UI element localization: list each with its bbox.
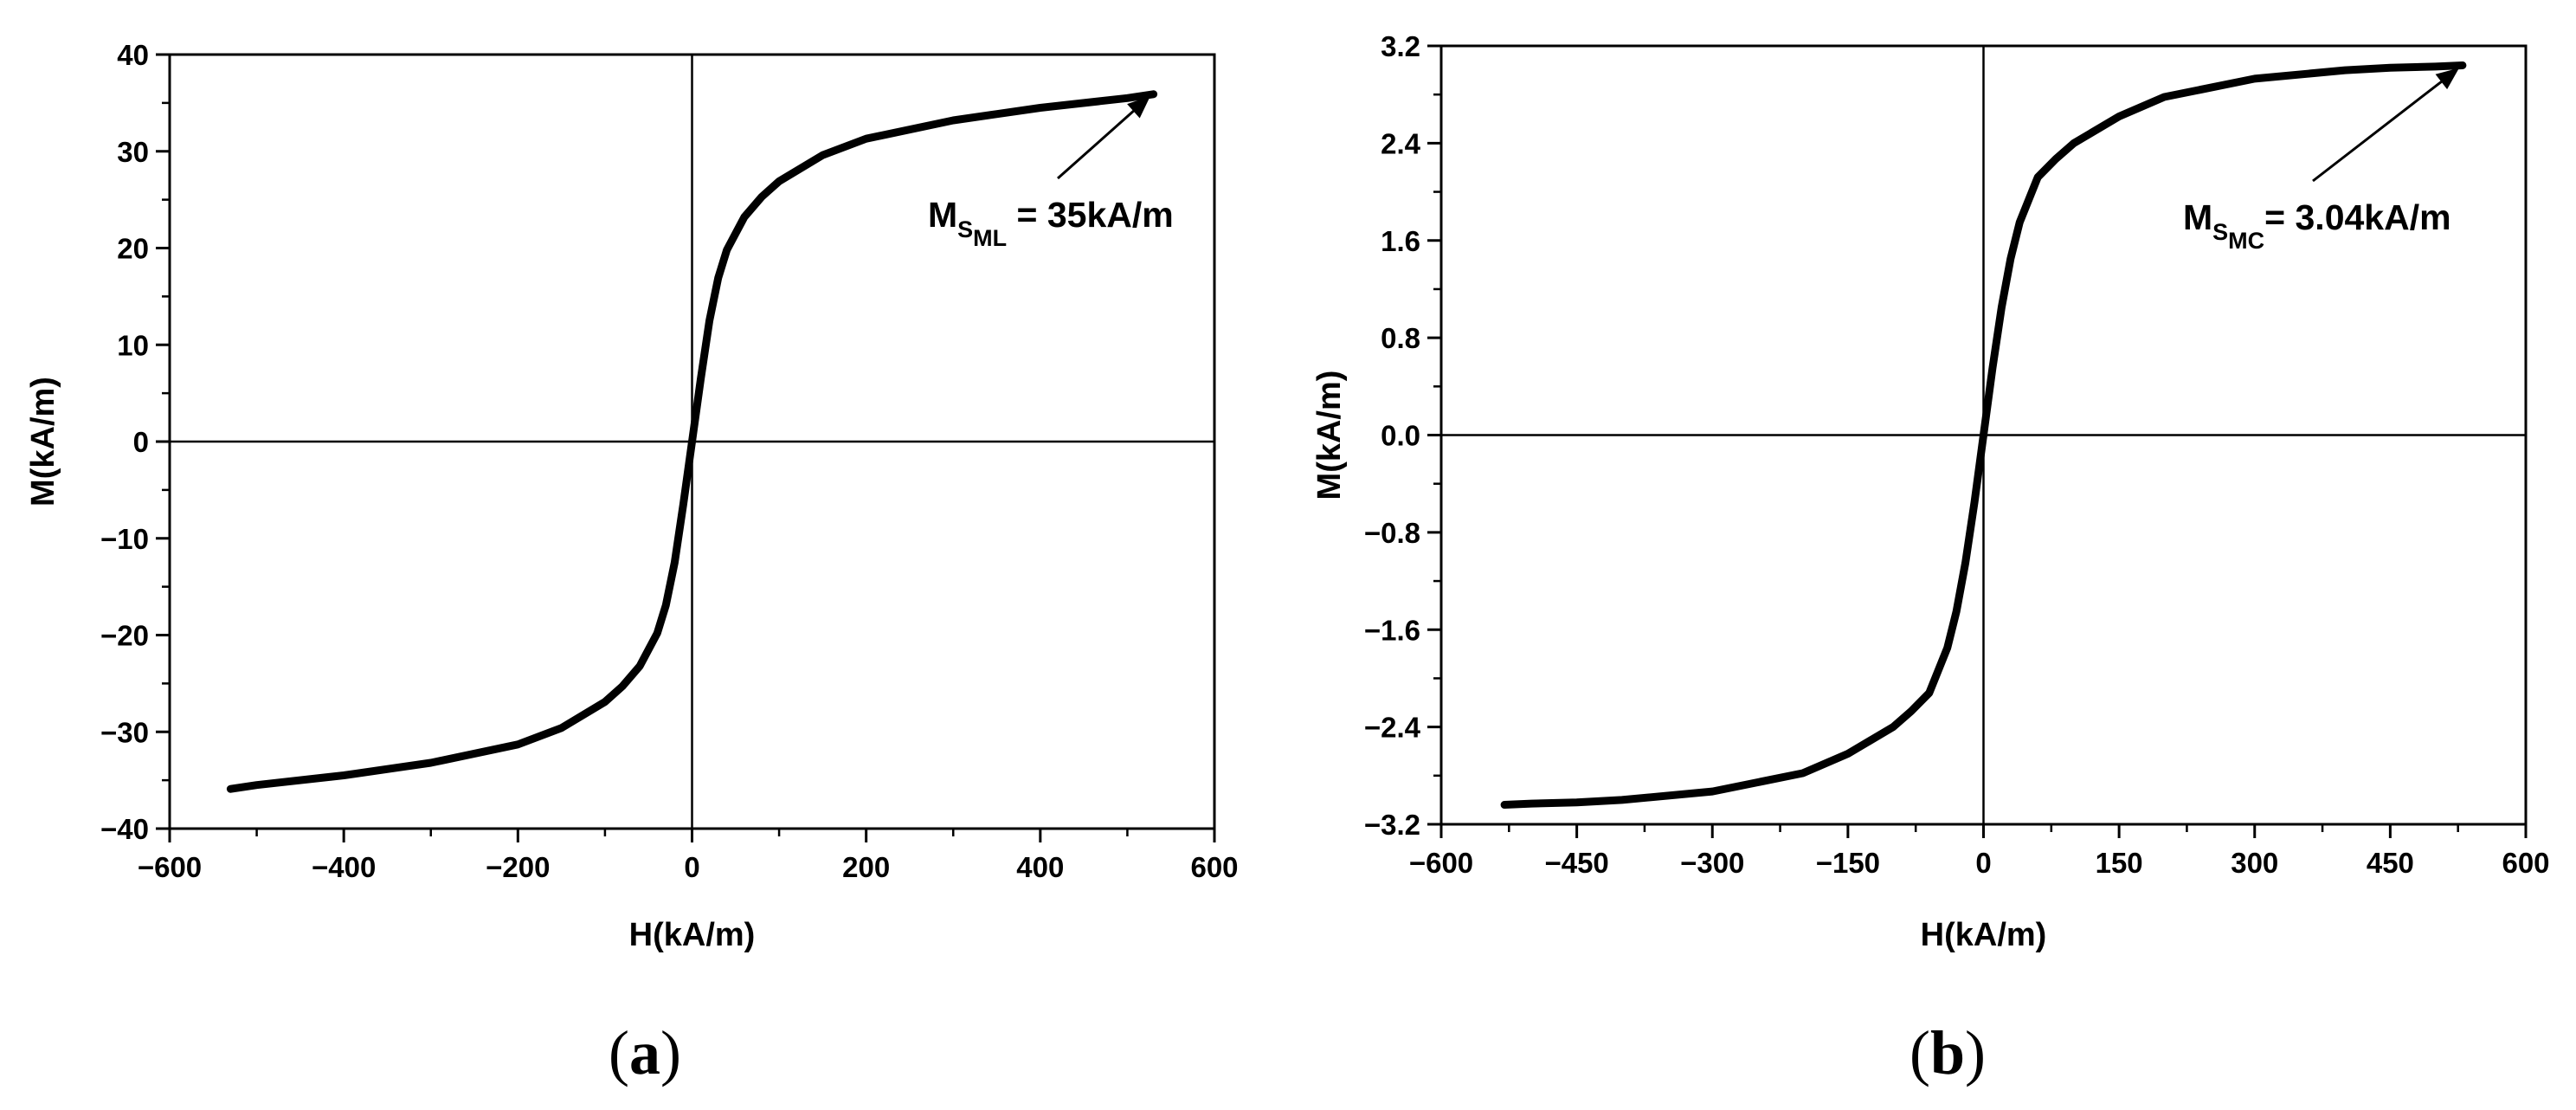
saturation-annotation: MSMC= 3.04kA/m bbox=[2183, 197, 2451, 254]
y-tick-label: −10 bbox=[100, 523, 149, 555]
panel-label: (a) bbox=[609, 1018, 681, 1087]
y-axis-title: M(kA/m) bbox=[1311, 371, 1348, 500]
y-axis-title: M(kA/m) bbox=[25, 377, 61, 507]
x-axis-title: H(kA/m) bbox=[1921, 917, 2047, 953]
annotation-subscript-2: ML bbox=[973, 225, 1007, 251]
y-tick-label: 1.6 bbox=[1381, 225, 1420, 257]
magnetization-curve bbox=[1500, 61, 2467, 809]
annotation-subscript-1: S bbox=[2212, 219, 2228, 245]
y-tick-label: −30 bbox=[100, 716, 149, 748]
y-tick-label: −2.4 bbox=[1364, 712, 1421, 744]
annotation-symbol: M bbox=[2183, 197, 2212, 237]
panel-label-letter: b bbox=[1930, 1018, 1965, 1087]
panel-label-letter: a bbox=[629, 1018, 660, 1087]
x-tick-label: 0 bbox=[1975, 847, 1991, 879]
annotation-value: = 3.04kA/m bbox=[2264, 197, 2450, 237]
x-tick-label: −450 bbox=[1544, 847, 1608, 879]
y-tick-label: 0.8 bbox=[1381, 322, 1420, 354]
annotation-arrow bbox=[1057, 106, 1138, 180]
x-axis-title: H(kA/m) bbox=[629, 917, 756, 953]
y-tick-label: 2.4 bbox=[1381, 127, 1421, 159]
annotation-symbol: M bbox=[928, 195, 957, 235]
y-tick-label: −20 bbox=[100, 620, 149, 652]
x-tick-label: 600 bbox=[2502, 847, 2549, 879]
y-tick-label: 30 bbox=[117, 136, 149, 168]
y-tick-label: 40 bbox=[117, 39, 149, 71]
panel-label: (b) bbox=[1909, 1018, 1986, 1087]
x-tick-label: −150 bbox=[1816, 847, 1880, 879]
annotation-subscript-2: MC bbox=[2228, 228, 2264, 254]
x-tick-label: −600 bbox=[1409, 847, 1473, 879]
annotation-arrowhead bbox=[2435, 68, 2459, 90]
panel-label-open-paren: ( bbox=[609, 1018, 629, 1087]
x-tick-label: 450 bbox=[2367, 847, 2414, 879]
y-tick-label: −3.2 bbox=[1364, 809, 1420, 841]
magnetization-curve bbox=[226, 90, 1158, 793]
x-tick-label: −400 bbox=[312, 851, 376, 883]
y-tick-label: −1.6 bbox=[1364, 614, 1420, 646]
y-tick-label: −0.8 bbox=[1364, 517, 1420, 549]
x-tick-label: 150 bbox=[2096, 847, 2143, 879]
y-tick-label: 10 bbox=[117, 329, 149, 361]
chart-a: −600 −400 −200 0 200 400 600 −40 −30 −20 −10 0 10 20 3… bbox=[25, 39, 1239, 1087]
x-tick-label: −600 bbox=[138, 851, 202, 883]
x-tick-label: 200 bbox=[842, 851, 890, 883]
annotation-value: = 35kA/m bbox=[1007, 195, 1174, 235]
x-tick-label: −300 bbox=[1680, 847, 1744, 879]
annotation-arrow bbox=[2312, 77, 2447, 183]
panel-label-close-paren: ) bbox=[660, 1018, 681, 1087]
annotation-subscript-1: S bbox=[957, 216, 973, 242]
x-tick-label: 600 bbox=[1190, 851, 1238, 883]
y-tick-label: 0 bbox=[133, 426, 149, 458]
y-tick-label: 20 bbox=[117, 233, 149, 265]
x-tick-label: −200 bbox=[486, 851, 550, 883]
y-tick-label: −40 bbox=[100, 813, 149, 845]
chart-b: −600 −450 −300 −150 0 150 300 450 600 −3.2 −2.4 −1.… bbox=[1311, 30, 2550, 1087]
y-tick-label: 0.0 bbox=[1381, 420, 1420, 452]
panel-label-close-paren: ) bbox=[1965, 1018, 1986, 1087]
x-tick-label: 0 bbox=[684, 851, 699, 883]
saturation-annotation: MSML = 35kA/m bbox=[928, 195, 1174, 251]
x-tick-label: 400 bbox=[1016, 851, 1064, 883]
panel-label-open-paren: ( bbox=[1909, 1018, 1930, 1087]
annotation-arrowhead bbox=[1127, 96, 1150, 119]
x-tick-label: 300 bbox=[2231, 847, 2278, 879]
y-tick-label: 3.2 bbox=[1381, 30, 1420, 62]
